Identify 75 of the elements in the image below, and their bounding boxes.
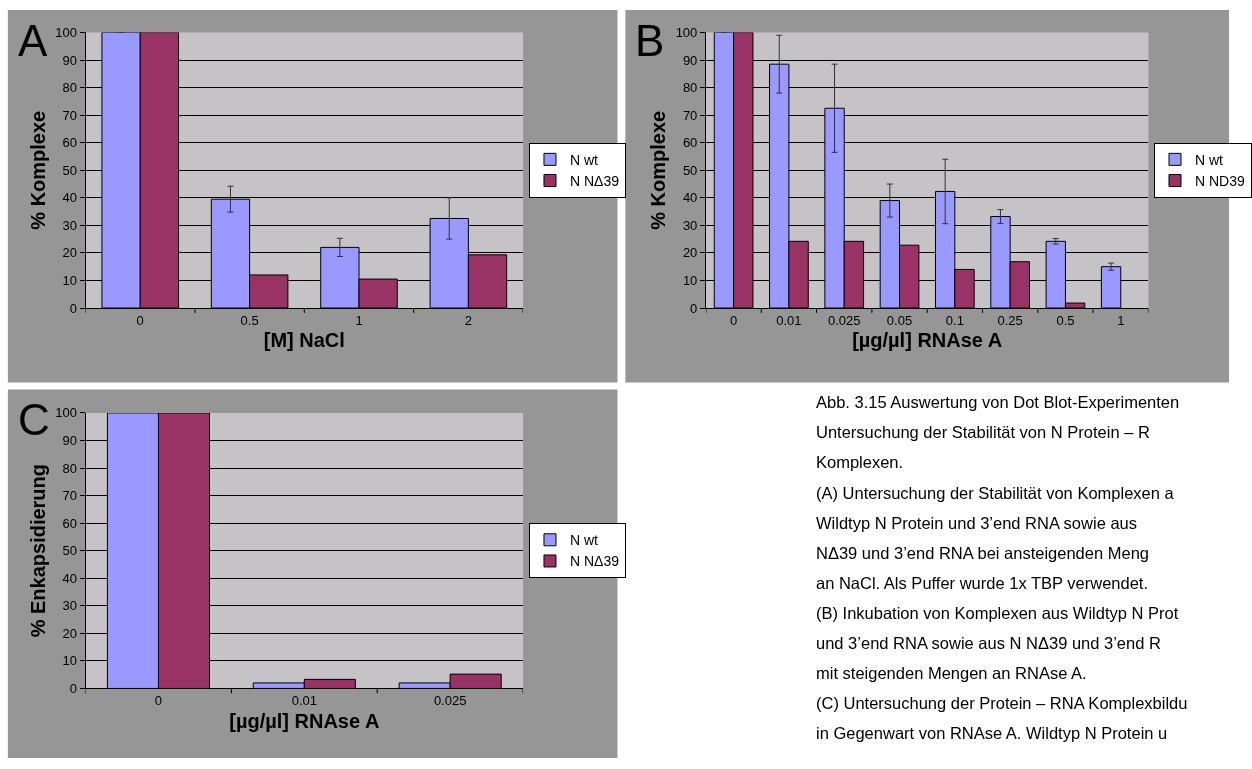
y-tick-label: 0	[69, 680, 77, 696]
text: (B) Inkubation von Komplexen aus Wildtyp N Prot	[816, 604, 1179, 622]
chart-title: C	[18, 395, 50, 444]
y-tick-label: 40	[62, 190, 77, 206]
x-tick-label: 0.25	[997, 312, 1023, 328]
legend-label: N wt	[1195, 151, 1224, 168]
text: Komplexen.	[816, 453, 904, 471]
x-tick-label: 0	[136, 312, 144, 328]
y-tick-label: 100	[55, 25, 77, 41]
text: (A) Untersuchung der Stabilität von Komplexen a	[816, 484, 1175, 502]
y-tick-label: 80	[62, 460, 77, 476]
x-tick-label: 2	[464, 312, 472, 328]
y-tick-label: 40	[62, 570, 77, 586]
chart-title: B	[635, 16, 665, 65]
x-tick-label: 0.025	[827, 312, 861, 328]
y-tick-label: 60	[62, 515, 77, 531]
y-tick-label: 10	[62, 653, 77, 669]
text: Untersuchung der Stabilität von N Protein – R	[816, 423, 1150, 441]
y-tick-label: 50	[682, 162, 698, 178]
x-tick-label: 0	[729, 312, 738, 328]
y-tick-label: 90	[62, 52, 77, 68]
x-tick-label: 0.01	[291, 693, 317, 709]
y-tick-label: 80	[682, 80, 698, 96]
text: NΔ39 und 3’end RNA bei ansteigenden Meng	[816, 544, 1150, 562]
y-tick-label: 50	[62, 162, 77, 178]
y-tick-label: 90	[62, 433, 77, 449]
y-tick-label: 70	[62, 107, 77, 123]
y-tick-label: 20	[62, 625, 77, 641]
text: an NaCl. Als Puffer wurde 1x TBP verwendet.	[816, 574, 1149, 592]
y-tick-label: 20	[62, 245, 77, 261]
x-tick-label: 0.5	[1056, 312, 1075, 328]
y-tick-label: 70	[62, 488, 77, 504]
text: und 3’end RNA sowie aus N NΔ39 und 3’end R	[816, 634, 1161, 652]
y-tick-label: 30	[682, 217, 698, 233]
y-tick-label: 60	[682, 135, 698, 151]
y-tick-label: 80	[62, 80, 77, 96]
x-tick-label: 0.1	[945, 312, 964, 328]
legend-label: N NΔ39	[569, 553, 620, 570]
x-tick-label: 1	[1117, 312, 1125, 328]
y-tick-label: 10	[62, 273, 77, 289]
caption: Abb. 3.15 Auswertung von Dot Blot-Experimenten	[816, 393, 1180, 411]
legend-label: N wt	[569, 151, 599, 168]
x-tick-label: 0.05	[886, 312, 913, 328]
y-tick-label: 0	[690, 300, 698, 316]
x-axis-title: [µg/µl] RNAse A	[229, 709, 380, 732]
y-tick-label: 100	[55, 405, 77, 421]
legend-label: N ND39	[1195, 173, 1246, 190]
text: mit steigenden Mengen an RNAse A.	[816, 664, 1087, 682]
text: in Gegenwart von RNAse A. Wildtyp N Protein u	[816, 724, 1168, 742]
y-tick-label: 30	[62, 217, 77, 233]
y-tick-label: 50	[62, 543, 77, 559]
y-tick-label: 10	[682, 273, 698, 289]
x-tick-label: 0.5	[240, 312, 259, 328]
y-tick-label: 100	[675, 25, 698, 41]
y-axis-title: % Komplexe	[647, 110, 670, 230]
y-axis-title: % Enkapsidierung	[26, 464, 49, 638]
legend-label: N wt	[569, 532, 599, 549]
y-tick-label: 90	[682, 52, 698, 68]
y-tick-label: 60	[62, 135, 77, 151]
x-axis-title: [M] NaCl	[263, 329, 345, 352]
x-tick-label: 0.025	[433, 693, 467, 709]
text: (C) Untersuchung der Protein – RNA Komplexbildu	[816, 694, 1188, 712]
x-tick-label: 0	[154, 693, 163, 709]
y-tick-label: 20	[682, 245, 698, 261]
legend-label: N NΔ39	[569, 173, 620, 190]
y-axis-title: % Komplexe	[26, 110, 49, 230]
text: Wildtyp N Protein und 3’end RNA sowie aus	[816, 514, 1137, 532]
chart-title: A	[18, 16, 48, 65]
y-tick-label: 40	[682, 190, 698, 206]
x-tick-label: 1	[355, 312, 363, 328]
y-tick-label: 30	[62, 598, 77, 614]
y-tick-label: 70	[682, 107, 698, 123]
x-axis-title: [µg/µl] RNAse A	[852, 329, 1003, 352]
x-tick-label: 0.01	[776, 312, 802, 328]
y-tick-label: 0	[69, 300, 77, 316]
